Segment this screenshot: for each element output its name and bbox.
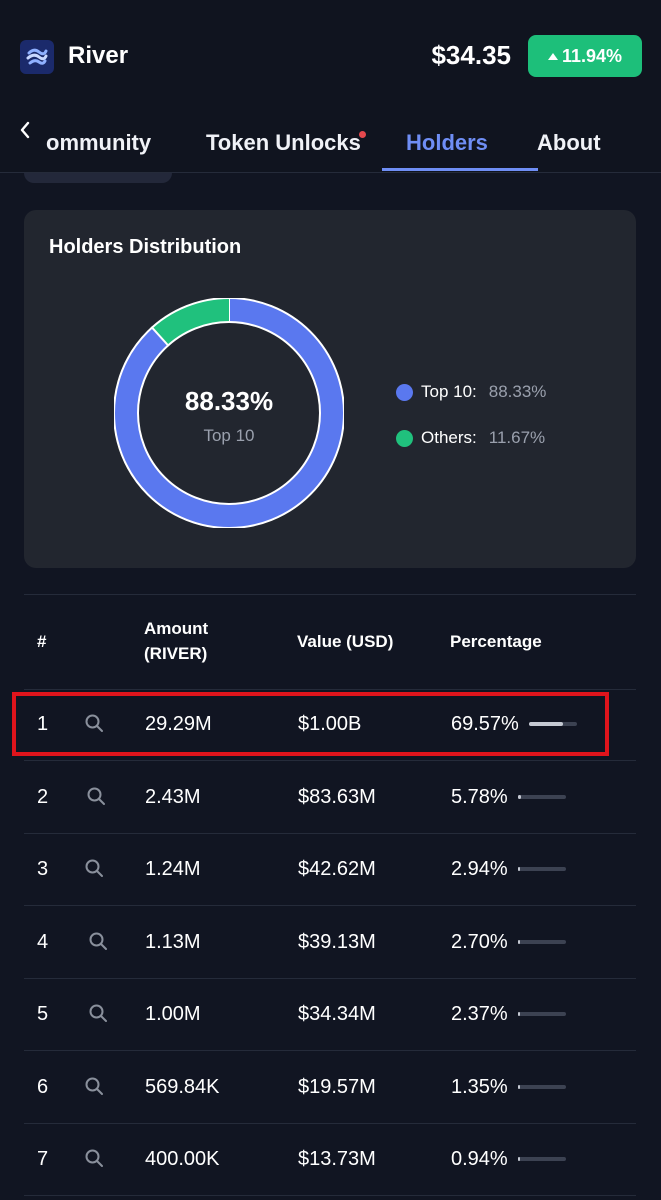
percentage-bar [518, 867, 566, 871]
notification-dot [359, 131, 366, 138]
header-rank: # [37, 632, 47, 651]
row-value: $39.13M [298, 930, 376, 953]
percentage-bar [518, 1157, 566, 1161]
legend-label: Others: [421, 428, 477, 447]
tab-token-unlocks[interactable]: Token Unlocks [206, 130, 361, 155]
row-value: $83.63M [298, 785, 376, 808]
tab-bar: ommunity Token Unlocks Holders About [0, 100, 661, 173]
highlight-box [12, 692, 609, 756]
percentage-bar-fill [518, 939, 520, 944]
search-icon[interactable] [86, 786, 106, 806]
donut-separator [150, 326, 170, 347]
row-rank: 5 [37, 1003, 49, 1025]
search-icon[interactable] [84, 858, 104, 878]
row-rank: 4 [37, 930, 49, 953]
percentage-bar-fill [518, 1157, 520, 1161]
percentage-bar-fill [529, 722, 563, 726]
search-icon[interactable] [88, 1003, 108, 1023]
search-icon[interactable] [84, 1148, 104, 1168]
app-name: River [68, 42, 129, 69]
donut-slice-top-10 [114, 298, 344, 528]
row-percentage: 2.37% [451, 1003, 508, 1025]
donut-center-value: 88.33% [184, 386, 274, 416]
header-amount-line1: Amount [144, 619, 209, 638]
table-row[interactable]: 5 1.00M $34.34M 2.37% [24, 978, 636, 1051]
row-rank: 3 [37, 858, 49, 880]
table-row[interactable]: 4 1.13M $39.13M 2.70% [24, 906, 636, 979]
price-change-badge: 11.94% [528, 35, 642, 77]
row-percentage: 0.94% [451, 1148, 508, 1170]
legend-value: 88.33% [488, 382, 547, 401]
table-row[interactable]: 2 2.43M $83.63M 5.78% [24, 761, 636, 834]
previous-card-edge [24, 173, 172, 183]
row-amount: 1.00M [145, 1003, 201, 1025]
legend-dot-others [396, 429, 413, 447]
row-amount: 1.13M [145, 930, 201, 953]
percentage-bar [518, 1012, 566, 1016]
river-logo-icon[interactable] [20, 40, 54, 74]
row-rank: 1 [37, 713, 49, 735]
header-amount: Amount (RIVER) [144, 616, 208, 666]
tab-about[interactable]: About [537, 130, 601, 155]
row-amount: 400.00K [145, 1148, 220, 1170]
search-icon[interactable] [84, 713, 104, 733]
table-header: # Amount (RIVER) Value (USD) Percentage [24, 594, 636, 690]
row-amount: 569.84K [145, 1075, 220, 1098]
chevron-left-icon [20, 121, 30, 139]
scroll-left-button[interactable] [12, 118, 38, 148]
percentage-bar-fill [518, 867, 520, 871]
legend-label: Top 10: [421, 382, 477, 401]
row-rank: 7 [37, 1148, 49, 1170]
legend-dot-top10 [396, 383, 413, 401]
search-icon[interactable] [84, 1076, 104, 1096]
percentage-bar-fill [518, 794, 521, 799]
table-row[interactable]: 6 569.84K $19.57M 1.35% [24, 1051, 636, 1124]
row-value: $13.73M [298, 1148, 376, 1170]
row-percentage: 2.94% [451, 858, 508, 880]
percentage-bar [518, 794, 566, 799]
distribution-title: Holders Distribution [49, 236, 242, 258]
percentage-bar [529, 722, 577, 726]
up-arrow-icon [547, 52, 558, 60]
donut-slice-others [152, 298, 230, 346]
top-header: River $34.35 11.94% [0, 0, 661, 101]
row-rank: 6 [37, 1075, 49, 1098]
row-amount: 2.43M [145, 785, 201, 808]
tab-holders[interactable]: Holders [406, 130, 488, 155]
table-row[interactable]: 3 1.24M $42.62M 2.94% [24, 833, 636, 906]
row-value: $1.00B [298, 713, 362, 735]
active-tab-indicator [382, 168, 538, 171]
legend-others: Others: 11.67% [396, 428, 545, 448]
holders-donut-chart [114, 298, 344, 528]
table-row[interactable]: 7 400.00K $13.73M 0.94% [24, 1123, 636, 1196]
search-icon[interactable] [88, 931, 108, 951]
row-percentage: 2.70% [451, 930, 508, 953]
token-price: $34.35 [431, 40, 511, 70]
header-value: Value (USD) [297, 632, 394, 651]
row-amount: 29.29M [145, 713, 212, 735]
row-value: $42.62M [298, 858, 376, 880]
donut-ring-outline [137, 321, 321, 505]
tab-community[interactable]: ommunity [46, 130, 152, 155]
table-row[interactable]: 1 29.29M $1.00B 69.57% [24, 688, 636, 761]
row-percentage: 5.78% [451, 785, 508, 808]
legend-value: 11.67% [488, 428, 546, 447]
percentage-bar-fill [518, 1012, 520, 1016]
header-amount-line2: (RIVER) [144, 644, 208, 663]
holders-distribution-card: Holders Distribution 88.33% Top 10 Top 1… [24, 210, 636, 568]
legend-top10: Top 10: 88.33% [396, 382, 546, 402]
row-value: $19.57M [298, 1075, 376, 1098]
header-percentage: Percentage [450, 632, 542, 651]
row-percentage: 1.35% [451, 1075, 508, 1098]
row-amount: 1.24M [145, 858, 201, 880]
row-value: $34.34M [298, 1003, 376, 1025]
percentage-bar [518, 939, 566, 944]
donut-center-label: Top 10 [203, 426, 255, 445]
price-change-value: 11.94% [561, 45, 623, 66]
percentage-bar [518, 1084, 566, 1089]
row-percentage: 69.57% [451, 713, 519, 735]
row-rank: 2 [37, 785, 49, 808]
percentage-bar-fill [518, 1084, 520, 1089]
